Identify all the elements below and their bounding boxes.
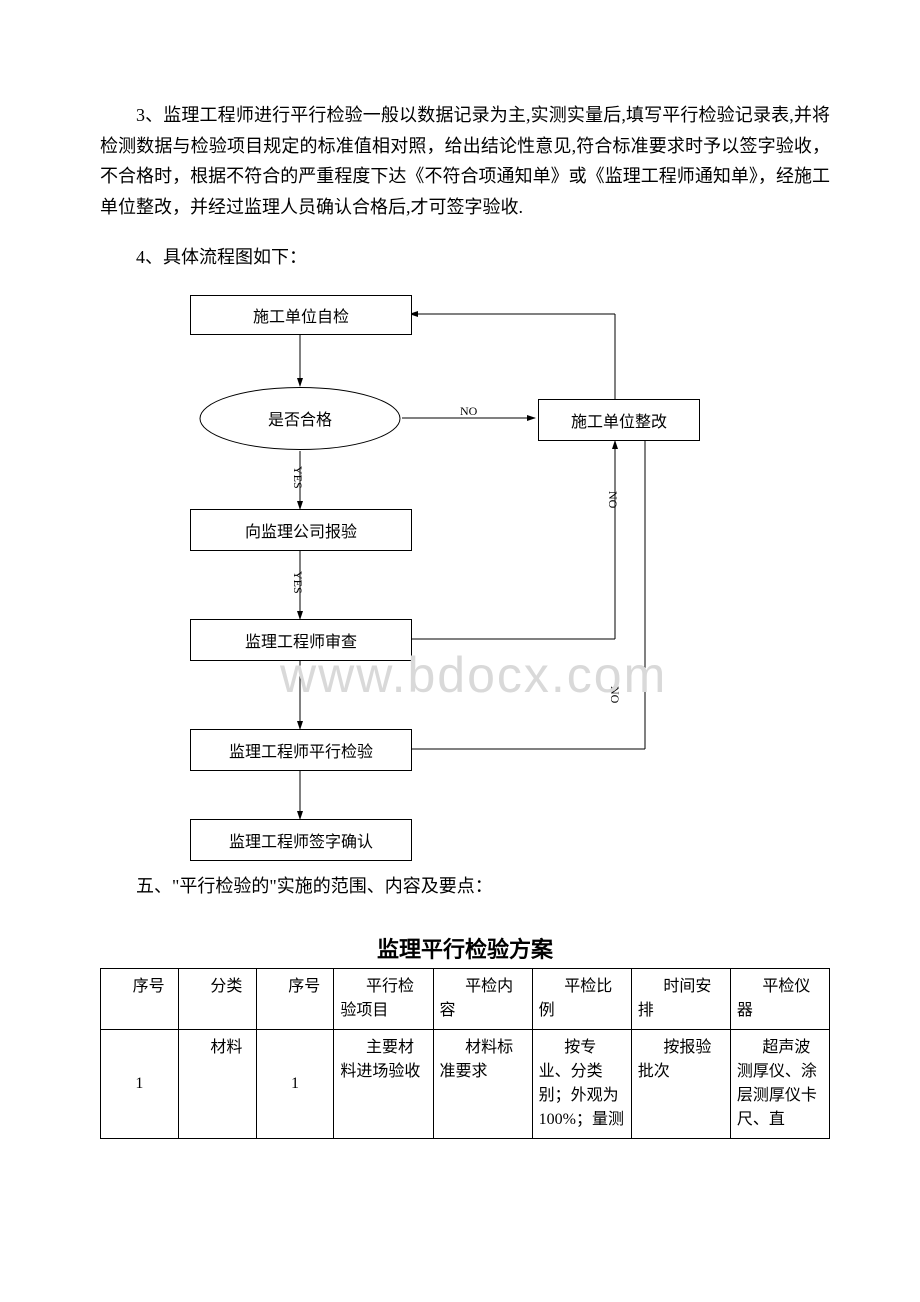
table-header-row: 序号 分类 序号 平行检验项目 平检内容 平检比例 时间安排 平检仪器 [101,968,830,1029]
cell: 1 [291,1075,299,1092]
node-report: 向监理公司报验 [190,509,412,551]
node-sign-label: 监理工程师签字确认 [229,828,373,852]
paragraph-5: 五、"平行检验的"实施的范围、内容及要点： [100,871,830,902]
edge-label-no-2: NO [605,491,620,508]
cell: 按专业、分类别；外观为100%；量测 [539,1036,625,1132]
node-selfcheck-label: 施工单位自检 [253,303,349,327]
col-header: 平检仪器 [737,975,823,1023]
node-review: 监理工程师审查 [190,619,412,661]
plan-table: 序号 分类 序号 平行检验项目 平检内容 平检比例 时间安排 平检仪器 1 材料… [100,968,830,1139]
edge-label-yes-1: YES [290,466,305,489]
node-parallel-label: 监理工程师平行检验 [229,738,373,762]
col-header: 序号 [263,975,328,999]
col-header: 平检内容 [440,975,526,1023]
paragraph-4: 4、具体流程图如下： [100,242,830,273]
document-page: 3、监理工程师进行平行检验一般以数据记录为主,实测实量后,填写平行检验记录表,并… [0,0,920,1199]
col-header: 序号 [107,975,172,999]
node-rectify: 施工单位整改 [538,399,700,441]
cell: 主要材料进场验收 [340,1036,426,1084]
node-report-label: 向监理公司报验 [245,518,357,542]
node-parallel: 监理工程师平行检验 [190,729,412,771]
node-review-label: 监理工程师审查 [245,628,357,652]
edge-label-no-1: NO [460,404,477,419]
edge-label-no-3: NO [607,686,622,703]
flowchart: 施工单位自检 是否合格 施工单位整改 向监理公司报验 监理工程师审查 监理工程师… [150,291,750,851]
col-header: 分类 [185,975,250,999]
paragraph-3: 3、监理工程师进行平行检验一般以数据记录为主,实测实量后,填写平行检验记录表,并… [100,100,830,222]
col-header: 平检比例 [539,975,625,1023]
node-decision-label: 是否合格 [268,406,332,430]
node-rectify-label: 施工单位整改 [571,408,667,432]
node-sign: 监理工程师签字确认 [190,819,412,861]
col-header: 时间安排 [638,975,724,1023]
table-title: 监理平行检验方案 [100,932,830,964]
cell: 材料标准要求 [440,1036,526,1084]
cell: 超声波测厚仪、涂层测厚仪卡尺、直 [737,1036,823,1132]
edge-label-yes-2: YES [290,571,305,594]
col-header: 平行检验项目 [340,975,426,1023]
node-decision: 是否合格 [198,386,402,451]
cell: 1 [135,1075,143,1092]
node-selfcheck: 施工单位自检 [190,295,412,335]
table-row: 1 材料 1 主要材料进场验收 材料标准要求 按专业、分类别；外观为100%；量… [101,1029,830,1138]
cell: 按报验批次 [638,1036,724,1084]
cell: 材料 [185,1036,250,1060]
